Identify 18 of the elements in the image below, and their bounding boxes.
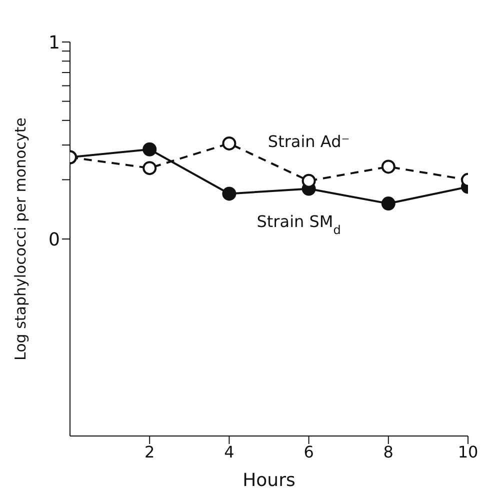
point xyxy=(142,142,157,156)
series-label: Strain Ad⁻ xyxy=(268,132,350,151)
x-axis-title: Hours xyxy=(242,470,296,491)
x-tick-label: 4 xyxy=(224,442,234,462)
point xyxy=(381,160,396,174)
point xyxy=(222,186,236,201)
y-tick-label: 0 xyxy=(48,229,60,250)
y-tick-label: 1 xyxy=(48,32,60,54)
point xyxy=(381,196,396,211)
series-label: Strain SM$_{d}$ xyxy=(256,212,341,237)
x-tick-label: 10 xyxy=(458,442,478,462)
x-tick-label: 8 xyxy=(383,442,394,462)
point xyxy=(302,174,316,188)
y-axis-title: Log staphylococci per monocyte xyxy=(11,118,30,360)
x-tick-label: 6 xyxy=(304,442,314,462)
x-tick-label: 2 xyxy=(144,442,155,462)
point xyxy=(142,161,157,176)
point xyxy=(222,136,236,150)
